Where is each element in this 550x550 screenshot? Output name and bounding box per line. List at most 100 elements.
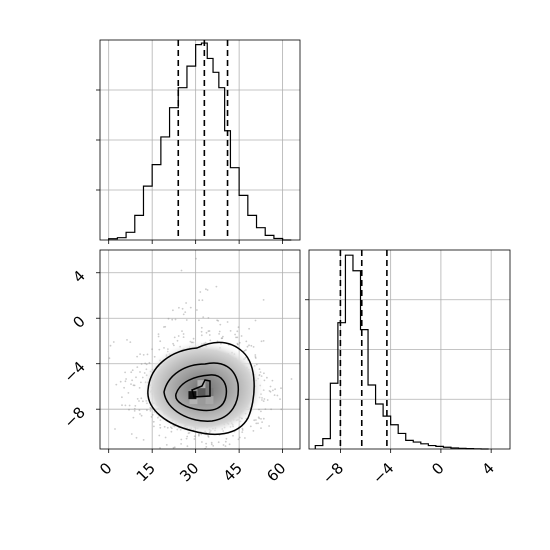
scatter-point [198,455,200,457]
scatter-point [185,451,187,453]
scatter-point [160,451,162,453]
scatter-point [159,447,161,449]
marginal-y-histogram [314,254,489,450]
scatter-point [180,438,183,441]
scatter-point [248,344,250,347]
marginal-y-grid [309,250,510,449]
y-tick-label: 0 [69,312,88,331]
scatter-point [109,344,112,347]
scatter-point [115,383,118,386]
scatter-point [164,436,167,439]
scatter-point [124,404,127,407]
scatter-point [193,435,196,438]
scatter-point [224,445,227,447]
scatter-point [261,459,263,461]
scatter-point [254,356,257,358]
scatter-point [199,291,202,293]
scatter-point [142,354,145,356]
scatter-point [258,417,261,420]
x-tick-label: 60 [263,459,289,485]
scatter-point [135,376,137,379]
scatter-point [146,353,149,356]
scatter-point [234,452,236,454]
scatter-point [121,404,123,407]
scatter-point [201,441,203,443]
scatter-point [172,309,174,312]
scatter-point [232,434,234,437]
contour-outer [147,341,255,436]
scatter-point [237,438,240,441]
scatter-point [260,410,262,413]
scatter-point [150,416,153,418]
scatter-point [200,330,203,333]
marginal-y-panel: −8 −4 0 4 [305,249,511,487]
scatter-point [210,441,213,444]
scatter-point [174,318,177,321]
scatter-point [241,429,244,431]
scatter-point [178,452,180,454]
scatter-point [270,408,272,411]
scatter-point [243,349,246,352]
scatter-point [173,336,176,339]
contour-mid [163,362,240,422]
scatter-point [181,307,184,310]
scatter-point [290,378,293,380]
x-tick-label: 30 [176,459,202,485]
scatter-point [140,397,143,400]
scatter-point [167,317,170,320]
scatter-point [186,435,189,438]
scatter-point [249,425,252,428]
scatter-point [130,433,133,435]
scatter-point [263,398,266,400]
scatter-point [245,340,248,343]
x-tick-label: 15 [133,459,159,485]
scatter-point [185,302,188,304]
scatter-point [123,386,125,389]
marginal-x-grid [100,40,300,240]
x-tick-label: −8 [319,459,347,487]
scatter-point [170,430,173,433]
scatter-point [121,396,123,399]
scatter-point [172,342,175,345]
scatter-point [237,326,240,329]
scatter-point [236,330,239,333]
scatter-point [163,326,165,328]
x-tick-label: −4 [369,459,397,487]
scatter-point [153,425,155,428]
scatter-point [198,319,200,322]
scatter-point [146,409,148,412]
scatter-point [184,311,187,313]
scatter-point [190,453,192,455]
scatter-point [244,437,246,439]
scatter-point [246,345,249,348]
scatter-point [218,330,221,333]
scatter-point [261,421,263,423]
scatter-point [165,444,168,446]
scatter-point [138,409,141,412]
joint-frame [99,249,301,450]
scatter-point [272,389,274,392]
scatter-point [157,335,160,338]
scatter-point [255,419,257,421]
scatter-point [250,344,253,347]
scatter-point [139,413,141,415]
scatter-point [124,380,127,383]
scatter-point [158,348,161,351]
density-cell [197,396,206,405]
scatter-point [266,399,269,401]
scatter-point [130,383,132,385]
scatter-point [198,299,201,302]
scatter-point [196,309,198,311]
scatter-point [262,417,265,420]
x-tick-label: 45 [220,459,246,485]
scatter-point [173,446,176,449]
marginal-x-ticks [96,89,284,244]
scatter-point [163,425,166,428]
scatter-point [214,453,216,455]
scatter-point [140,414,143,417]
scatter-point [114,428,116,430]
marginal-x-panel [96,39,301,244]
density-peak-cell [188,391,197,400]
scatter-point [253,419,256,422]
